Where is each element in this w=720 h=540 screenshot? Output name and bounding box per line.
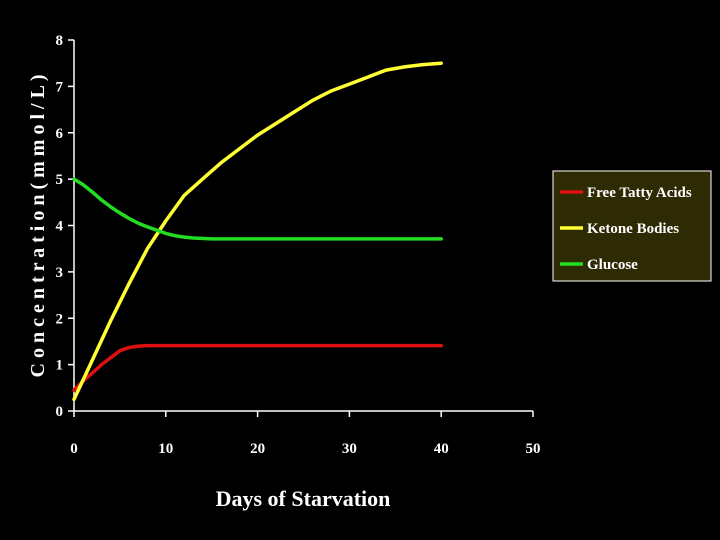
- x-tick-label: 10: [158, 441, 173, 457]
- y-tick-label: 5: [56, 172, 64, 188]
- x-tick-label: 0: [70, 441, 78, 457]
- y-tick-label: 3: [56, 265, 64, 281]
- y-axis-title: C o n c e n t r a t i o n ( m m o l / L …: [27, 75, 49, 378]
- x-tick-label: 20: [250, 441, 265, 457]
- series-line-free-tatty-acids: [72, 343, 443, 392]
- series-line-glucose: [72, 177, 443, 241]
- y-tick-label: 6: [56, 126, 64, 142]
- y-tick-label: 1: [56, 358, 64, 374]
- y-tick-label: 8: [56, 33, 64, 49]
- legend-label: Glucose: [587, 257, 638, 273]
- x-axis-title: Days of Starvation: [216, 486, 391, 511]
- legend-label: Free Tatty Acids: [587, 185, 692, 201]
- legend-label: Ketone Bodies: [587, 221, 679, 237]
- x-tick-label: 30: [342, 441, 357, 457]
- y-tick-label: 0: [56, 404, 64, 420]
- series-lines: [72, 61, 443, 402]
- y-tick-label: 7: [56, 79, 64, 95]
- legend: Free Tatty Acids Ketone Bodies Glucose: [552, 170, 712, 282]
- x-tick-label: 40: [434, 441, 449, 457]
- series-line-ketone-bodies: [72, 61, 443, 402]
- axes: 0 1 2 3 4 5 6 7 8 0 10 20 30 40 50: [56, 33, 541, 457]
- y-tick-label: 4: [56, 219, 64, 235]
- x-tick-label: 50: [526, 441, 541, 457]
- y-tick-label: 2: [56, 311, 64, 327]
